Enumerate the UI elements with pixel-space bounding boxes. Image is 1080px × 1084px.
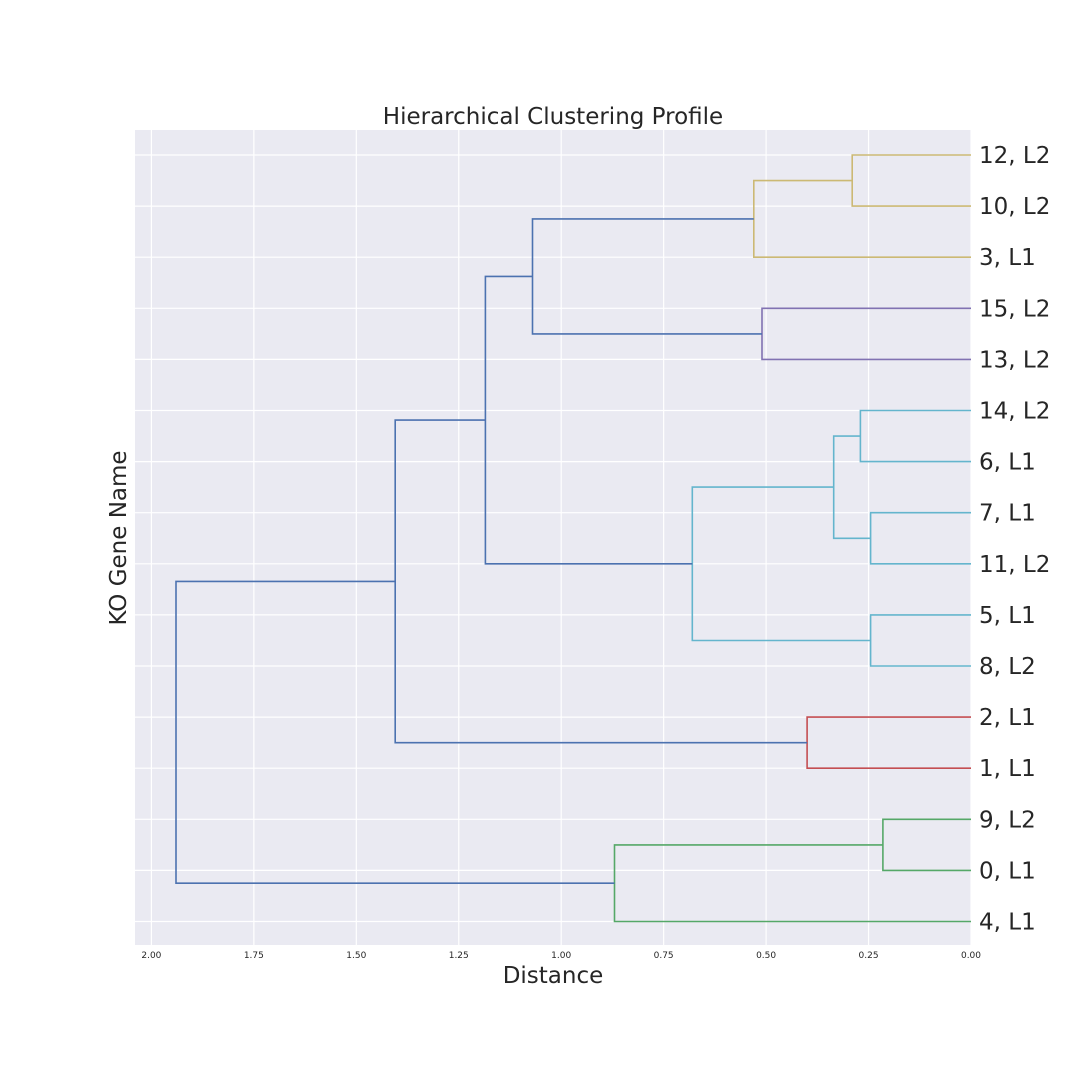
leaf-label: 2, L1: [979, 705, 1036, 731]
x-tick-layer: 2.00 1.75 1.50 1.25 1.00 0.75 0.50 0.25 0.00: [141, 951, 981, 961]
chart-title: Hierarchical Clustering Profile: [383, 104, 723, 130]
leaf-label: 6, L1: [979, 450, 1036, 476]
x-tick-label: 1.00: [551, 951, 571, 961]
leaf-label-layer: 12, L2 10, L2 3, L1 15, L2 13, L2 14, L2 6, L1…: [979, 143, 1050, 936]
dendrogram-branch-m15: [175, 580, 615, 885]
leaf-label: 15, L2: [979, 296, 1050, 322]
x-tick-label: 0.75: [654, 951, 674, 961]
x-tick-label: 0.00: [961, 951, 981, 961]
leaf-label: 9, L2: [979, 807, 1036, 833]
plot-background: [135, 130, 971, 945]
x-tick-label: 2.00: [141, 951, 161, 961]
leaf-label: 12, L2: [979, 143, 1050, 169]
leaf-label: 10, L2: [979, 194, 1050, 220]
x-axis-label: Distance: [503, 963, 604, 989]
leaf-label: 3, L1: [979, 245, 1036, 271]
x-tick-label: 0.25: [859, 951, 879, 961]
x-tick-label: 1.25: [449, 951, 469, 961]
y-axis-label: KO Gene Name: [106, 450, 132, 625]
x-tick-label: 0.50: [756, 951, 776, 961]
leaf-label: 7, L1: [979, 501, 1036, 527]
grid-layer: [135, 130, 972, 945]
leaf-label: 8, L2: [979, 654, 1036, 680]
leaf-label: 1, L1: [979, 756, 1036, 782]
leaf-label: 0, L1: [979, 858, 1036, 884]
leaf-label: 13, L2: [979, 347, 1050, 373]
leaf-label: 14, L2: [979, 399, 1050, 425]
branch-layer: [175, 154, 971, 923]
leaf-label: 5, L1: [979, 603, 1036, 629]
x-tick-label: 1.50: [346, 951, 366, 961]
x-tick-label: 1.75: [244, 951, 264, 961]
leaf-label: 4, L1: [979, 910, 1036, 936]
leaf-label: 11, L2: [979, 552, 1050, 578]
